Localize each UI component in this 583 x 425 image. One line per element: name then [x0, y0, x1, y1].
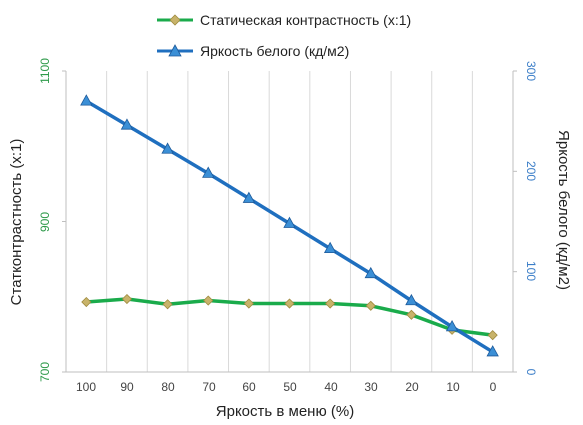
white-brightness-point [364, 266, 377, 279]
static-contrast-point [81, 296, 92, 308]
static-contrast-point [203, 295, 214, 306]
left-axis-title: Статконтрастность (x:1) [8, 139, 25, 306]
white-brightness-point [80, 94, 93, 106]
legend-diamond-marker [169, 14, 181, 26]
x-axis-title: Яркость в меню (%) [216, 403, 354, 420]
right-tick-label: 300 [524, 61, 538, 81]
legend-item-static-contrast: Статическая контрастность (x:1) [157, 12, 411, 28]
static-contrast-point [162, 299, 173, 310]
left-tick-label: 700 [38, 362, 52, 382]
x-tick-label: 40 [324, 380, 338, 394]
legend: Статическая контрастность (x:1) Яркость … [157, 12, 411, 59]
x-tick-label: 10 [446, 380, 460, 394]
series-static-contrast [81, 293, 498, 341]
x-tick-label: 0 [490, 380, 497, 394]
right-tick-label: 0 [524, 369, 538, 376]
static-contrast-point [325, 298, 336, 309]
chart-axes [62, 70, 517, 373]
x-tick-label: 70 [202, 380, 216, 394]
legend-triangle-marker [168, 44, 182, 57]
right-axis-ticks: 300 200 100 0 [524, 61, 538, 376]
white-brightness-point [120, 118, 134, 130]
left-axis-ticks: 1100 900 700 [38, 58, 52, 382]
white-brightness-point [161, 142, 174, 154]
legend-item-white-brightness: Яркость белого (кд/м2) [157, 43, 349, 59]
right-tick-label: 100 [524, 261, 538, 281]
x-tick-label: 60 [242, 380, 256, 394]
x-tick-label: 20 [405, 380, 419, 394]
static-contrast-point [406, 309, 417, 320]
legend-label: Статическая контрастность (x:1) [200, 12, 411, 28]
static-contrast-point [121, 293, 133, 305]
left-tick-label: 900 [38, 212, 52, 232]
right-tick-label: 200 [524, 161, 538, 181]
static-contrast-point [487, 330, 498, 341]
white-brightness-point [202, 166, 215, 178]
x-tick-label: 80 [161, 380, 175, 394]
legend-label: Яркость белого (кд/м2) [200, 43, 349, 59]
x-tick-label: 100 [76, 380, 96, 394]
white-brightness-point [283, 216, 296, 228]
white-brightness-point [486, 345, 499, 357]
white-brightness-point [405, 293, 418, 306]
white-brightness-point [242, 191, 256, 203]
white-brightness-point [323, 241, 337, 253]
series-white-brightness [80, 94, 499, 357]
x-tick-label: 50 [283, 380, 297, 394]
static-contrast-point [243, 298, 254, 309]
x-axis-ticks: 100 90 80 70 60 50 40 30 20 10 0 [76, 380, 497, 394]
right-axis-title: Яркость белого (кд/м2) [555, 130, 572, 290]
static-contrast-point [284, 298, 295, 309]
static-contrast-point [365, 300, 376, 311]
left-tick-label: 1100 [38, 58, 52, 84]
x-tick-label: 90 [120, 380, 134, 394]
white-brightness-point [445, 320, 459, 332]
x-tick-label: 30 [364, 380, 378, 394]
